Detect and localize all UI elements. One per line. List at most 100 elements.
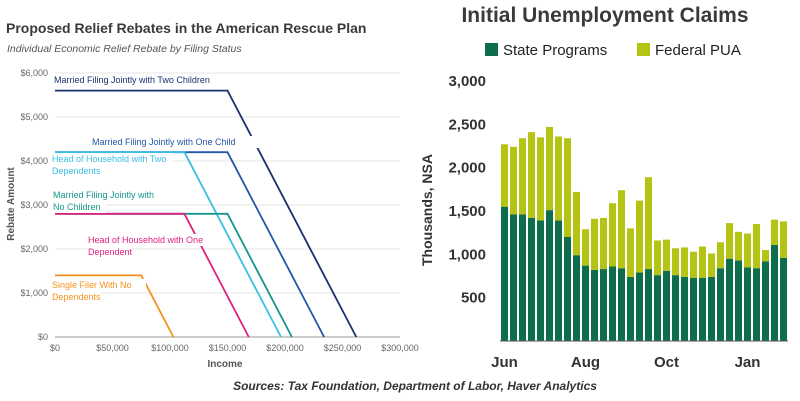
claims-bar-segment xyxy=(725,258,734,341)
rebate-x-tick-label: $250,000 xyxy=(324,343,362,353)
claims-bar-segment xyxy=(716,242,725,269)
rebate-series-label: Head of Household with One xyxy=(88,235,203,245)
claims-legend-label: State Programs xyxy=(503,42,607,59)
rebate-series-label: Head of Household with Two xyxy=(52,154,166,164)
claims-bar-segment xyxy=(581,265,590,341)
claims-bar-segment xyxy=(509,146,518,215)
rebate-series-label-bg xyxy=(51,153,174,165)
claims-y-axis-label: Thousands, NSA xyxy=(419,154,435,266)
claims-bar-segment xyxy=(662,239,671,271)
claims-bar-segment xyxy=(698,277,707,341)
claims-y-tick-label: 1,000 xyxy=(448,246,486,263)
claims-bar-segment xyxy=(635,200,644,273)
rebate-chart-subtitle: Individual Economic Relief Rebate by Fil… xyxy=(7,43,242,55)
claims-x-tick-labels: Jun Aug Oct Jan xyxy=(491,354,760,371)
claims-bar-segment xyxy=(500,206,509,341)
claims-bar-segment xyxy=(608,203,617,267)
claims-bar-segment xyxy=(680,276,689,341)
claims-bar-segment xyxy=(500,144,509,207)
claims-bar-segment xyxy=(617,268,626,341)
claims-bar-segment xyxy=(617,190,626,269)
rebate-series-label-bg xyxy=(52,189,179,201)
rebate-y-tick-label: $1,000 xyxy=(20,288,48,298)
rebate-series-label-bg xyxy=(87,246,132,258)
claims-bar-segment xyxy=(536,220,545,341)
claims-y-tick-label: 2,500 xyxy=(448,116,486,133)
claims-bar-segment xyxy=(545,126,554,211)
claims-bar-segment xyxy=(572,191,581,256)
rebate-series-line xyxy=(55,212,250,338)
claims-x-tick-label: Jan xyxy=(735,354,761,371)
claims-bar-segment xyxy=(518,138,527,215)
claims-bar-segment xyxy=(707,276,716,341)
claims-bar-segment xyxy=(662,270,671,341)
rebate-y-tick-label: $6,000 xyxy=(20,68,48,78)
claims-bar-segment xyxy=(770,219,779,245)
rebate-series-label-bg xyxy=(87,234,210,246)
rebate-x-tick-label: $0 xyxy=(50,343,60,353)
claims-bar-segment xyxy=(554,136,563,221)
claims-bar-segment xyxy=(545,210,554,341)
claims-bar-segment xyxy=(779,221,788,258)
claims-x-tick-label: Jun xyxy=(491,354,518,371)
rebate-series-label: Single Filer With No xyxy=(52,280,132,290)
rebate-chart-title: Proposed Relief Rebates in the American … xyxy=(6,20,367,36)
rebate-series-line xyxy=(55,274,175,338)
claims-legend-swatch xyxy=(637,43,650,56)
claims-bar-segment xyxy=(563,138,572,237)
claims-bar-segment xyxy=(626,276,635,341)
claims-bar-segment xyxy=(581,229,590,266)
rebate-x-axis-label: Income xyxy=(207,359,242,370)
rebate-series-label-bg xyxy=(51,165,101,177)
claims-y-tick-labels: 500 1,000 1,500 2,000 2,500 3,000 xyxy=(448,73,486,307)
rebate-series-label-bg xyxy=(51,279,146,291)
rebate-x-tick-label: $300,000 xyxy=(381,343,419,353)
rebate-chart: Proposed Relief Rebates in the American … xyxy=(6,20,419,370)
claims-bar-segment xyxy=(626,228,635,277)
rebate-series-lines xyxy=(55,89,358,338)
rebate-y-tick-label: $4,000 xyxy=(20,156,48,166)
rebate-x-tick-label: $100,000 xyxy=(151,343,189,353)
rebate-series-label: Married Filing Jointly with xyxy=(53,190,154,200)
rebate-y-tick-labels: $0 $1,000 $2,000 $3,000 $4,000 $5,000 $6,000 xyxy=(20,68,48,342)
claims-bar-segment xyxy=(599,269,608,341)
claims-bar-segment xyxy=(608,266,617,341)
claims-chart: Initial Unemployment Claims State Progra… xyxy=(419,4,788,371)
claims-bar-segment xyxy=(752,268,761,341)
claims-bar-segment xyxy=(635,272,644,341)
claims-bar-segment xyxy=(653,275,662,341)
claims-legend-swatch xyxy=(485,43,498,56)
claims-bar-segment xyxy=(509,214,518,341)
rebate-series-label: Married Filing Jointly with Two Children xyxy=(54,75,210,85)
rebate-y-tick-label: $5,000 xyxy=(20,112,48,122)
rebate-series-label: Married Filing Jointly with One Child xyxy=(92,137,236,147)
rebate-series-labels: Married Filing Jointly with Two Children… xyxy=(51,74,264,303)
claims-bar-segment xyxy=(734,231,743,261)
rebate-y-axis-label: Rebate Amount xyxy=(6,167,17,241)
claims-bar-segment xyxy=(779,257,788,341)
claims-x-tick-label: Aug xyxy=(571,354,600,371)
claims-legend-label: Federal PUA xyxy=(655,42,741,59)
claims-legend: State Programs Federal PUA xyxy=(485,42,741,59)
claims-bar-segment xyxy=(590,218,599,270)
rebate-x-tick-label: $150,000 xyxy=(209,343,247,353)
claims-bar-segment xyxy=(725,223,734,259)
claims-y-tick-label: 500 xyxy=(461,290,486,307)
claims-bar-segment xyxy=(554,220,563,341)
rebate-series-label: Dependents xyxy=(52,292,101,302)
claims-y-tick-label: 1,500 xyxy=(448,203,486,220)
claims-bar-segment xyxy=(689,251,698,278)
sources-note: Sources: Tax Foundation, Department of L… xyxy=(233,379,597,393)
claims-bar-segment xyxy=(671,248,680,276)
rebate-x-tick-labels: $0 $50,000 $100,000 $150,000 $200,000 $250,00… xyxy=(50,343,419,353)
claims-bar-segment xyxy=(707,253,716,277)
rebate-series-label: No Children xyxy=(53,202,101,212)
claims-chart-title: Initial Unemployment Claims xyxy=(461,4,748,27)
rebate-series-label: Dependent xyxy=(88,247,133,257)
claims-bar-segment xyxy=(644,269,653,341)
rebate-y-tick-label: $3,000 xyxy=(20,200,48,210)
claims-bar-segment xyxy=(743,267,752,341)
claims-bar-segment xyxy=(527,217,536,341)
claims-bar-segment xyxy=(599,217,608,270)
